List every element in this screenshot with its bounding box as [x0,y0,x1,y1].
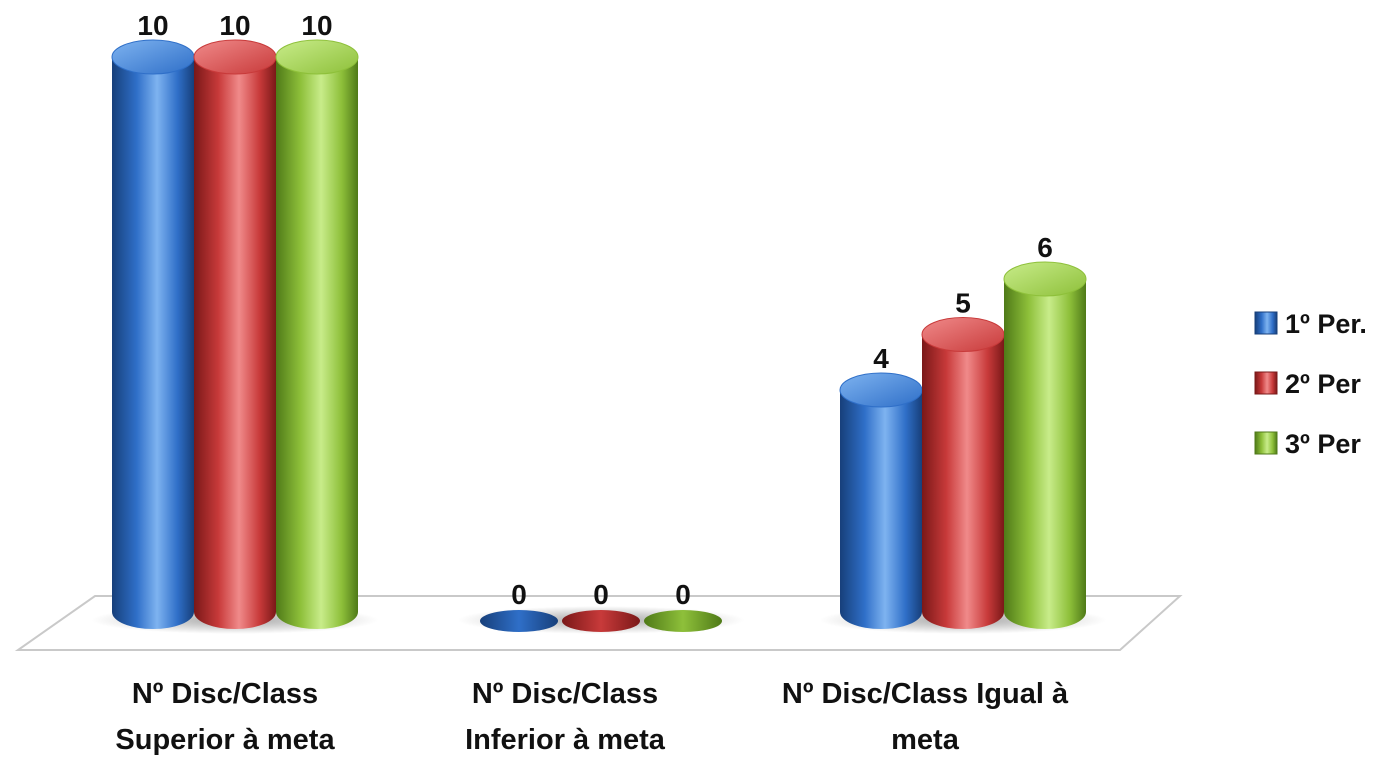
category-label: Superior à meta [115,724,335,756]
bar-body [1004,279,1086,629]
category-label: Nº Disc/Class Igual à [782,678,1069,710]
data-label: 4 [873,343,889,374]
bar-top [193,39,277,75]
bar-body [276,57,358,629]
category-label: Nº Disc/Class [472,678,658,710]
bar-body [922,334,1004,629]
data-label: 0 [593,579,609,610]
data-label: 5 [955,288,971,319]
bar [480,610,558,632]
bar [193,39,277,629]
bar-base [480,610,558,632]
bar-top [1003,261,1087,297]
bar-top [275,39,359,75]
legend-label: 3º Per [1285,429,1361,459]
category-labels: Nº Disc/Class Superior à meta Nº Disc/Clas… [115,678,1069,756]
data-label: 0 [675,579,691,610]
bar-body [840,390,922,629]
bar-base [562,610,640,632]
bar [921,317,1005,629]
category-label: Nº Disc/Class [132,678,318,710]
bar [275,39,359,629]
legend-label: 2º Per [1285,369,1361,399]
bar-body [194,57,276,629]
bar-base [644,610,722,632]
data-label: 6 [1037,232,1053,263]
bar [839,372,923,629]
data-label: 10 [301,10,332,41]
data-label: 10 [137,10,168,41]
legend-item: 2º Per [1254,369,1361,399]
legend-swatch [1254,371,1278,395]
bars [111,39,1087,632]
bar-top [839,372,923,408]
legend-swatch [1254,311,1278,335]
bar-top [111,39,195,75]
bar [562,610,640,632]
bar [1003,261,1087,629]
category-label: Inferior à meta [465,724,666,756]
value-labels: 10 10 10 0 0 0 4 5 6 [137,10,1052,610]
category-label: meta [891,724,960,756]
data-label: 0 [511,579,527,610]
legend-swatch [1254,431,1278,455]
data-label: 10 [219,10,250,41]
legend-label: 1º Per. [1285,309,1367,339]
bar [644,610,722,632]
legend-item: 3º Per [1254,429,1361,459]
bar-body [112,57,194,629]
bar [111,39,195,629]
legend: 1º Per. 2º Per 3º Per [1254,309,1367,459]
legend-item: 1º Per. [1254,309,1367,339]
bar-top [921,317,1005,352]
